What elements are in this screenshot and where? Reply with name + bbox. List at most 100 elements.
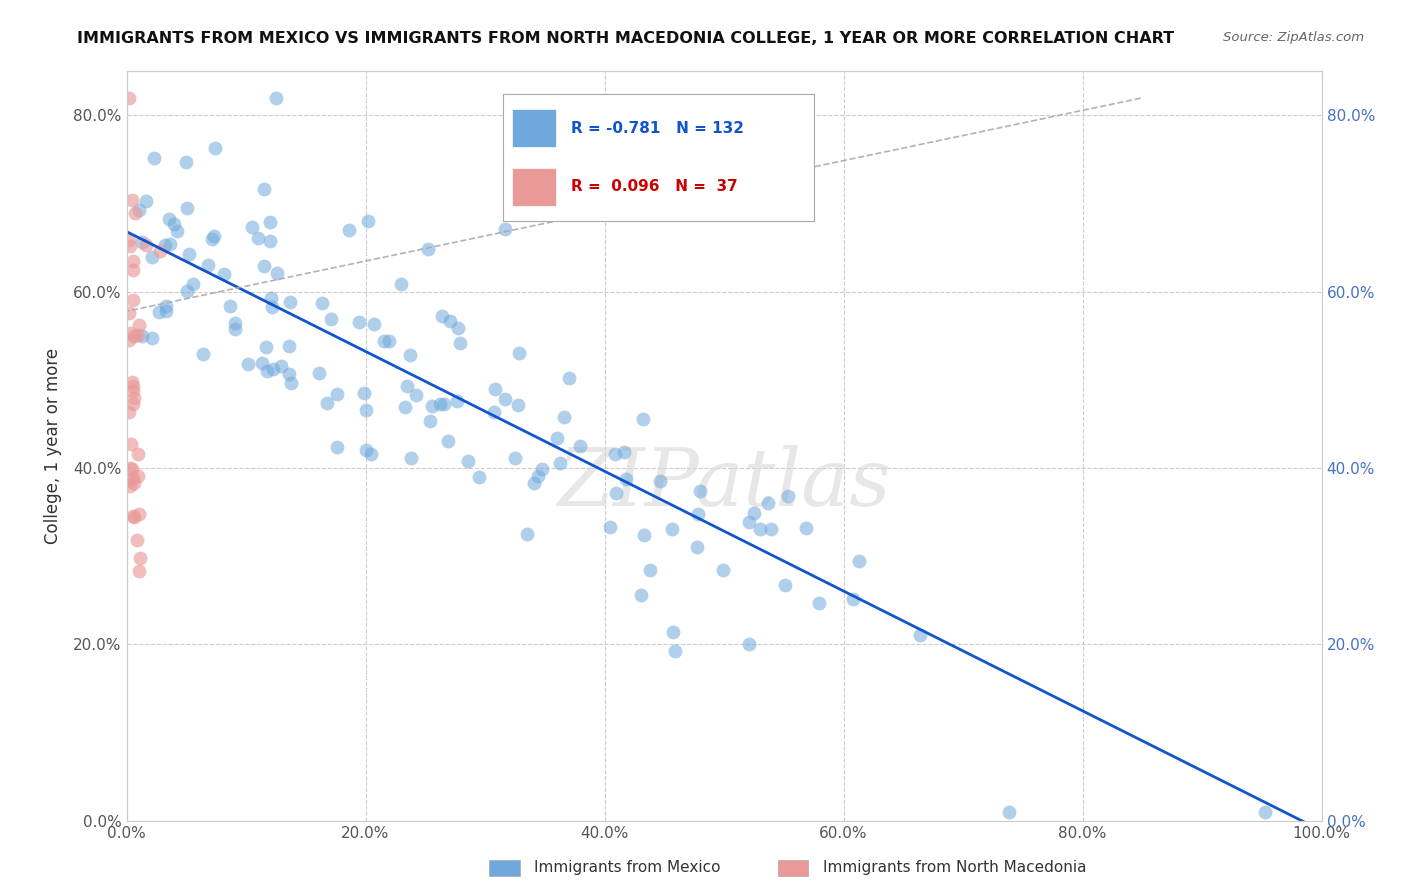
Point: [325, 440, 347, 454]
Point: [742, 507, 765, 521]
Point: [908, 628, 931, 642]
Point: [118, 479, 141, 493]
Point: [399, 450, 422, 465]
Point: [398, 348, 420, 362]
Point: [122, 475, 145, 490]
Point: [278, 368, 301, 382]
Point: [155, 303, 177, 318]
Point: [202, 229, 225, 244]
Point: [794, 521, 817, 535]
Point: [998, 805, 1021, 819]
Point: [360, 447, 382, 461]
Point: [122, 253, 145, 268]
Point: [181, 277, 204, 291]
Point: [599, 520, 621, 534]
Point: [662, 625, 685, 640]
Point: [711, 563, 734, 577]
Point: [121, 375, 143, 389]
Point: [179, 247, 201, 261]
Point: [508, 346, 530, 360]
Point: [135, 194, 157, 208]
Point: [738, 515, 761, 529]
Point: [122, 391, 145, 405]
Point: [120, 437, 142, 451]
Point: [236, 357, 259, 371]
Point: [373, 334, 395, 348]
Point: [557, 370, 579, 384]
Point: [394, 400, 416, 414]
Point: [191, 347, 214, 361]
Point: [616, 472, 638, 486]
Point: [259, 215, 281, 229]
Point: [613, 445, 636, 459]
Point: [430, 309, 453, 323]
Point: [569, 439, 592, 453]
Point: [389, 277, 412, 292]
Point: [262, 300, 284, 314]
Point: [357, 213, 380, 227]
Point: [129, 550, 152, 565]
Point: [630, 588, 652, 602]
Point: [128, 564, 150, 578]
Point: [737, 637, 759, 651]
Point: [128, 202, 150, 217]
Point: [254, 340, 277, 354]
Point: [356, 403, 378, 417]
Point: [121, 193, 143, 207]
Point: [482, 405, 505, 419]
Point: [416, 242, 439, 256]
Point: [118, 333, 141, 347]
Point: [124, 206, 146, 220]
Point: [122, 378, 145, 392]
Point: [159, 237, 181, 252]
Point: [689, 484, 711, 499]
Point: [688, 507, 710, 521]
Point: [363, 317, 385, 331]
Point: [122, 508, 145, 523]
Point: [149, 244, 172, 259]
Point: [166, 224, 188, 238]
Point: [120, 460, 142, 475]
Point: [354, 442, 377, 457]
Point: [308, 366, 330, 380]
Point: [135, 237, 157, 252]
Point: [494, 222, 516, 236]
Point: [807, 596, 830, 610]
Point: [122, 293, 145, 307]
Point: [396, 379, 419, 393]
Point: [204, 141, 226, 155]
Point: [155, 300, 177, 314]
Point: [439, 314, 461, 328]
Text: IMMIGRANTS FROM MEXICO VS IMMIGRANTS FROM NORTH MACEDONIA COLLEGE, 1 YEAR OR MOR: IMMIGRANTS FROM MEXICO VS IMMIGRANTS FRO…: [77, 31, 1174, 46]
Point: [260, 291, 283, 305]
Text: Immigrants from North Macedonia: Immigrants from North Macedonia: [823, 861, 1085, 875]
Point: [527, 469, 550, 483]
Point: [256, 364, 278, 378]
Point: [174, 154, 197, 169]
Point: [143, 152, 166, 166]
Point: [127, 327, 149, 342]
Point: [224, 322, 246, 336]
Point: [446, 394, 468, 409]
Point: [506, 398, 529, 412]
Point: [128, 318, 150, 333]
Point: [118, 91, 141, 105]
Point: [162, 217, 184, 231]
Point: [311, 295, 333, 310]
Point: [246, 231, 269, 245]
Point: [748, 522, 770, 536]
Point: [603, 447, 626, 461]
Point: [176, 202, 198, 216]
Point: [122, 471, 145, 485]
Point: [153, 238, 176, 252]
Point: [353, 386, 375, 401]
Point: [118, 405, 141, 419]
Point: [631, 411, 654, 425]
Point: [252, 356, 274, 370]
Point: [664, 644, 686, 658]
Point: [468, 470, 491, 484]
Point: [127, 469, 149, 483]
Point: [118, 474, 141, 488]
Point: [176, 284, 198, 298]
Point: [157, 212, 180, 227]
